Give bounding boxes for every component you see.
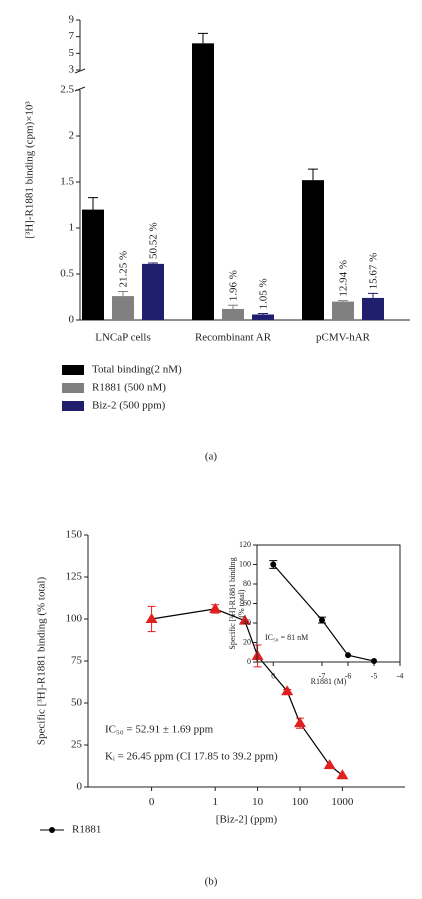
annotation: IC₅₀ = 81 nM	[265, 633, 308, 642]
error-bar	[148, 262, 158, 264]
y-tick-label: 100	[239, 559, 251, 568]
legend-label: R1881 (500 nM)	[92, 382, 166, 394]
point	[323, 759, 336, 770]
y-tick-label: 100	[66, 613, 83, 625]
bar	[192, 43, 214, 320]
x-tick-label: 1000	[331, 796, 354, 808]
inset-frame	[256, 544, 401, 663]
y-tick-label: 9	[69, 14, 75, 26]
y-tick-label: 5	[69, 47, 75, 59]
point	[238, 614, 251, 625]
y-tick-label: 125	[66, 571, 83, 583]
bar	[332, 301, 354, 320]
point	[281, 685, 294, 696]
legend-swatch	[62, 383, 84, 393]
y-tick-label: 0	[69, 314, 75, 326]
y-tick-label: 2.5	[60, 84, 74, 96]
y-axis-label: (% total)	[237, 589, 246, 618]
bar-label: 1.96 %	[228, 270, 240, 301]
axis-break	[74, 68, 86, 92]
x-tick-label: LNCaP cells	[95, 332, 151, 344]
y-tick-label: 50	[71, 697, 83, 709]
annotation: IC₅₀ = 52.91 ± 1.69 ppm	[105, 724, 214, 736]
error-bar	[338, 300, 348, 302]
bar-label: 15.67 %	[368, 253, 380, 290]
x-tick-label: -7	[319, 671, 326, 680]
x-tick-label: pCMV-hAR	[316, 332, 371, 344]
x-tick-label: 100	[292, 796, 309, 808]
bar-label: 50.52 %	[148, 222, 160, 259]
point	[251, 649, 264, 660]
bar	[142, 263, 164, 320]
line	[151, 608, 343, 776]
y-tick-label: 0.5	[60, 268, 74, 280]
error-bar	[88, 197, 98, 210]
x-tick-label: 1	[212, 796, 218, 808]
y-tick-label: 2	[69, 130, 75, 142]
bar	[362, 297, 384, 320]
x-tick-label: -6	[345, 671, 352, 680]
bar	[222, 308, 244, 320]
bar	[112, 296, 134, 320]
y-tick-label: 1.5	[60, 176, 74, 188]
error-bar	[118, 290, 128, 297]
y-tick-label: 0	[247, 657, 251, 666]
point	[270, 561, 277, 568]
y-tick-label: 20	[243, 637, 251, 646]
y-tick-label: 40	[243, 618, 251, 627]
y-tick-label: 60	[243, 598, 251, 607]
y-tick-label: 1	[69, 222, 75, 234]
bar-label: 12.94 %	[338, 260, 350, 297]
error-bar	[198, 32, 208, 44]
x-axis-label: [Biz-2] (ppm)	[216, 814, 278, 826]
point	[345, 652, 351, 659]
legend-swatch	[62, 365, 84, 375]
legend-label: Total binding(2 nM)	[92, 364, 182, 376]
y-tick-label: 150	[66, 529, 83, 541]
error-bar	[308, 168, 318, 181]
y-tick-label: 120	[239, 540, 251, 549]
bar-label: 1.05 %	[258, 278, 270, 309]
bar	[252, 314, 274, 320]
annotation: Kᵢ = 26.45 ppm (CI 17.85 to 39.2 ppm)	[105, 751, 278, 763]
error-bar	[228, 304, 238, 309]
x-tick-label: 0	[149, 796, 155, 808]
caption: (b)	[205, 876, 218, 888]
x-tick-label: -4	[397, 671, 404, 680]
error-bar	[258, 313, 268, 315]
y-tick-label: 7	[69, 30, 75, 42]
point	[209, 602, 222, 613]
x-tick-label: 10	[252, 796, 264, 808]
line	[272, 564, 375, 662]
y-tick-label: 80	[243, 579, 251, 588]
legend-marker	[49, 827, 55, 833]
legend-label: R1881	[72, 824, 101, 836]
legend-label: Biz-2 (500 ppm)	[92, 400, 166, 412]
point	[319, 617, 325, 624]
legend-swatch	[62, 401, 84, 411]
bar-label: 21.25 %	[118, 251, 130, 288]
bar	[302, 180, 324, 320]
x-tick-label: 0	[271, 671, 275, 680]
y-axis-label: Specific [³H]-R1881 binding (% total)	[36, 577, 48, 746]
y-tick-label: 25	[71, 739, 83, 751]
error-bar	[368, 292, 378, 298]
point	[145, 613, 158, 623]
y-tick-label: 3	[69, 64, 75, 76]
y-tick-label: 0	[77, 781, 83, 793]
y-tick-label: 75	[71, 655, 83, 667]
x-axis-label: R1881 (M)	[311, 677, 347, 686]
bar	[82, 209, 104, 320]
y-axis-label: Specific [³H]-R1881 binding	[228, 557, 237, 649]
x-tick-label: -5	[371, 671, 378, 680]
x-tick-label: Recombinant AR	[195, 332, 272, 344]
y-axis-label: [³H]-R1881 binding (cpm)×10³	[24, 101, 36, 239]
point	[293, 717, 306, 728]
point	[371, 658, 377, 665]
caption: (a)	[205, 451, 218, 463]
point	[336, 769, 349, 780]
